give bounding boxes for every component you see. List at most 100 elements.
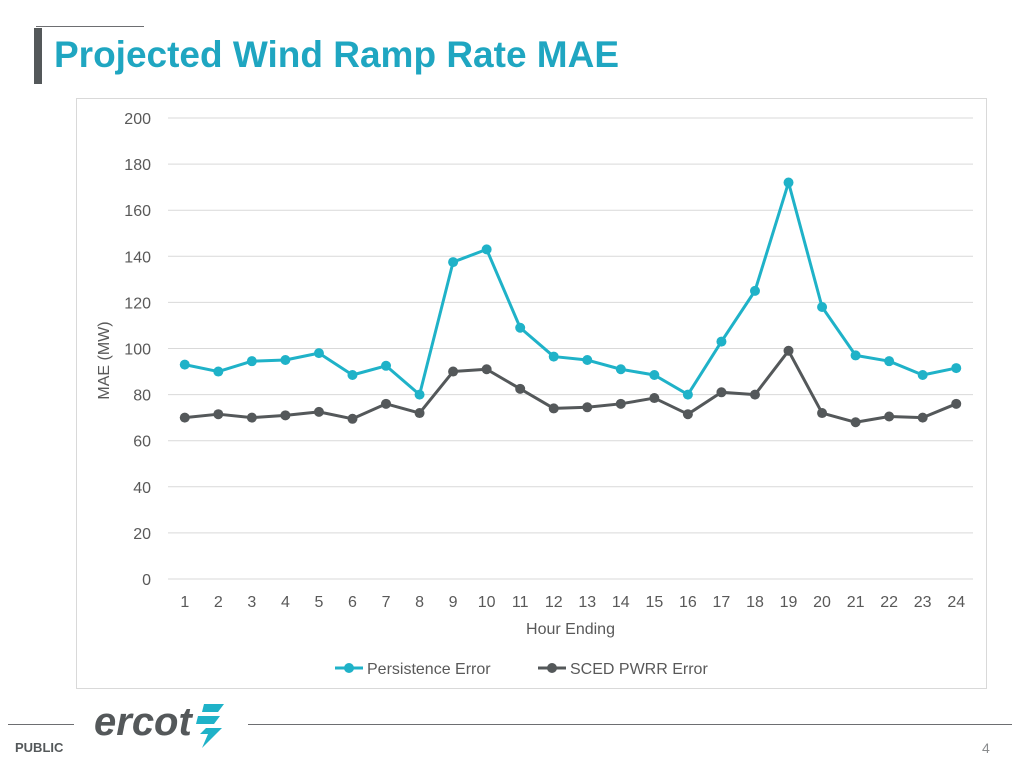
x-tick-label: 17 xyxy=(713,594,731,611)
data-point-persistence xyxy=(783,177,794,188)
data-point-persistence xyxy=(884,356,895,367)
x-tick-label: 14 xyxy=(612,594,630,611)
data-point-persistence xyxy=(850,350,861,361)
x-tick-label: 7 xyxy=(382,594,391,611)
y-tick-label: 120 xyxy=(124,295,151,312)
data-point-persistence xyxy=(716,336,727,347)
data-point-persistence xyxy=(280,355,291,366)
x-tick-label: 18 xyxy=(746,594,764,611)
data-point-persistence xyxy=(649,370,660,381)
data-point-sced xyxy=(884,411,895,422)
data-point-sced xyxy=(213,409,224,420)
data-point-persistence xyxy=(313,348,324,359)
data-point-persistence xyxy=(682,389,693,400)
data-point-persistence xyxy=(548,351,559,362)
data-point-persistence xyxy=(179,359,190,370)
data-point-sced xyxy=(951,398,962,409)
x-tick-label: 6 xyxy=(348,594,357,611)
y-axis-title: MAE (MW) xyxy=(96,321,113,399)
title-top-rule xyxy=(36,26,144,27)
data-point-persistence xyxy=(951,363,962,374)
series-line-persistence xyxy=(184,181,957,397)
x-tick-label: 24 xyxy=(947,594,965,611)
footer-rule-left xyxy=(8,724,74,725)
data-point-persistence xyxy=(414,389,425,400)
x-tick-label: 22 xyxy=(880,594,898,611)
data-point-sced xyxy=(615,398,626,409)
data-point-sced xyxy=(548,403,559,414)
series-line-sced xyxy=(184,349,957,424)
data-point-sced xyxy=(280,410,291,421)
y-tick-label: 60 xyxy=(133,434,151,451)
data-point-persistence xyxy=(213,366,224,377)
data-point-persistence xyxy=(615,364,626,375)
x-tick-label: 4 xyxy=(281,594,290,611)
data-point-sced xyxy=(179,412,190,423)
x-tick-label: 20 xyxy=(813,594,831,611)
x-tick-label: 23 xyxy=(914,594,932,611)
data-point-persistence xyxy=(381,360,392,371)
data-point-sced xyxy=(313,406,324,417)
legend-swatch-marker-persistence xyxy=(344,663,354,673)
legend-label-persistence: Persistence Error xyxy=(367,661,491,678)
x-tick-label: 10 xyxy=(478,594,496,611)
data-point-sced xyxy=(716,387,727,398)
data-point-sced xyxy=(649,393,660,404)
x-tick-label: 19 xyxy=(780,594,798,611)
y-tick-label: 0 xyxy=(142,572,151,589)
x-tick-label: 12 xyxy=(545,594,563,611)
data-point-sced xyxy=(917,412,928,423)
x-axis-title: Hour Ending xyxy=(526,621,615,638)
chart-frame: 0 20 40 60 80 100 120 140 160 180 200 1 2 3 4 5 6 7 8 9 10 11… xyxy=(76,98,987,689)
data-point-sced xyxy=(481,364,492,375)
y-tick-label: 20 xyxy=(133,526,151,543)
footer-rule-right xyxy=(248,724,1012,725)
y-tick-label: 200 xyxy=(124,111,151,128)
ercot-bolt-icon xyxy=(196,704,224,748)
data-point-persistence xyxy=(246,356,257,367)
data-point-persistence xyxy=(515,322,526,333)
page-number: 4 xyxy=(982,740,990,756)
data-point-persistence xyxy=(749,285,760,296)
ercot-logo-text: ercot xyxy=(94,700,192,744)
x-tick-label: 5 xyxy=(314,594,323,611)
slide-title: Projected Wind Ramp Rate MAE xyxy=(54,34,620,75)
data-point-persistence xyxy=(448,257,459,268)
legend-swatch-marker-sced xyxy=(547,663,557,673)
x-tick-label: 9 xyxy=(449,594,458,611)
x-tick-label: 1 xyxy=(180,594,189,611)
y-tick-label: 180 xyxy=(124,157,151,174)
data-point-sced xyxy=(515,383,526,394)
data-point-sced xyxy=(246,412,257,423)
data-point-sced xyxy=(381,398,392,409)
classification-label: PUBLIC xyxy=(15,740,64,755)
data-point-persistence xyxy=(817,302,828,313)
data-point-sced xyxy=(347,413,358,424)
data-point-sced xyxy=(783,345,794,356)
x-tick-label: 13 xyxy=(578,594,596,611)
data-point-sced xyxy=(817,408,828,419)
data-point-persistence xyxy=(582,355,593,366)
x-tick-label: 3 xyxy=(247,594,256,611)
data-point-persistence xyxy=(481,244,492,255)
data-point-sced xyxy=(582,402,593,413)
x-tick-label: 15 xyxy=(645,594,663,611)
x-tick-label: 2 xyxy=(214,594,223,611)
y-tick-label: 100 xyxy=(124,342,151,359)
y-tick-label: 140 xyxy=(124,249,151,266)
y-tick-label: 80 xyxy=(133,388,151,405)
ercot-logo: ercot xyxy=(94,700,224,752)
data-point-sced xyxy=(448,366,459,377)
x-tick-label: 16 xyxy=(679,594,697,611)
data-point-sced xyxy=(850,417,861,428)
legend-label-sced: SCED PWRR Error xyxy=(570,661,708,678)
title-accent-bar xyxy=(34,28,42,84)
data-point-sced xyxy=(682,409,693,420)
y-tick-label: 160 xyxy=(124,203,151,220)
data-point-persistence xyxy=(347,370,358,381)
data-point-persistence xyxy=(917,370,928,381)
y-tick-label: 40 xyxy=(133,480,151,497)
data-point-sced xyxy=(414,408,425,419)
x-tick-label: 21 xyxy=(847,594,865,611)
